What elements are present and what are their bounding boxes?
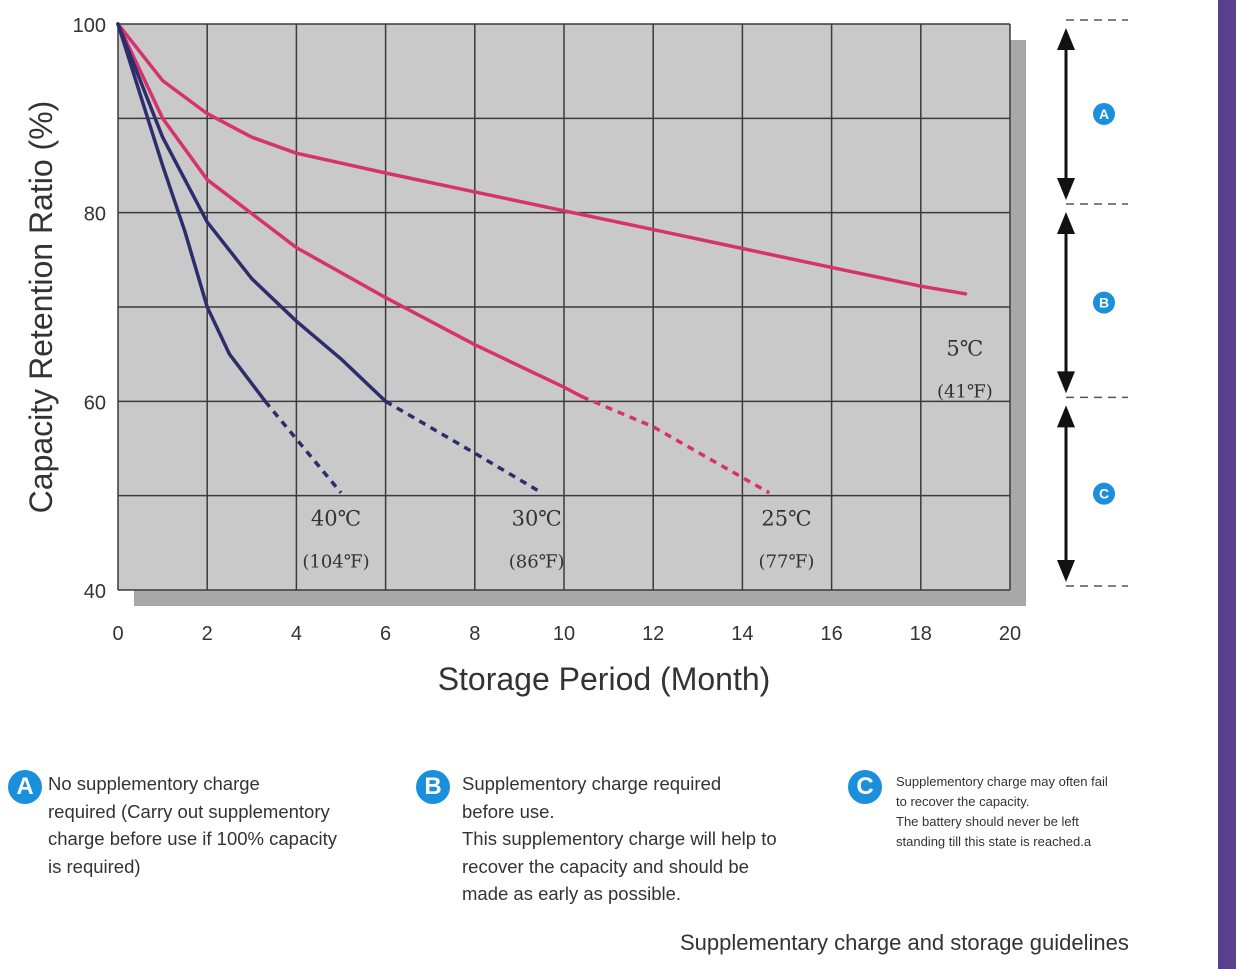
y-tick-label: 100 xyxy=(73,15,106,37)
series-label-temp-f: (86℉) xyxy=(509,551,565,572)
zone-badge-label: C xyxy=(1099,486,1109,502)
x-tick-label: 18 xyxy=(910,623,932,645)
series-label-temp-f: (41℉) xyxy=(937,381,993,402)
badge-c-icon: C xyxy=(848,770,882,804)
note-c-text: Supplementory charge may often fail to r… xyxy=(896,774,1108,849)
zone-arrow-down-icon xyxy=(1057,560,1075,582)
x-axis-label: Storage Period (Month) xyxy=(438,661,771,697)
series-label-temp-c: 5℃ xyxy=(946,336,983,360)
badge-a-icon: A xyxy=(8,770,42,804)
series-label-temp-c: 30℃ xyxy=(512,506,562,530)
footer-caption: Supplementary charge and storage guideli… xyxy=(680,930,1129,955)
series-label-temp-c: 40℃ xyxy=(311,506,361,530)
x-tick-label: 10 xyxy=(553,623,575,645)
x-tick-label: 0 xyxy=(112,623,123,645)
note-b-text: Supplementory charge required before use… xyxy=(462,773,777,904)
series-line-0 xyxy=(116,22,968,296)
y-tick-label: 80 xyxy=(84,204,106,226)
y-axis-label: Capacity Retention Ratio (%) xyxy=(23,101,59,514)
zone-badge-icon xyxy=(1093,102,1115,125)
x-tick-label: 6 xyxy=(380,623,391,645)
note-a-text: No supplementory charge required (Carry … xyxy=(48,773,337,877)
zone-arrow-up-icon xyxy=(1057,211,1075,234)
x-tick-label: 20 xyxy=(999,623,1021,645)
zone-arrow-up-icon xyxy=(1057,405,1075,428)
zone-badge-icon xyxy=(1093,291,1115,314)
series-line-3 xyxy=(116,22,267,404)
badge-b-icon: B xyxy=(416,770,450,804)
right-border-bar xyxy=(1218,0,1236,969)
x-tick-label: 16 xyxy=(820,623,842,645)
y-tick-label: 40 xyxy=(84,581,106,603)
zone-badge-icon xyxy=(1093,482,1115,505)
note-a: A No supplementory charge required (Carr… xyxy=(8,770,408,900)
x-tick-label: 14 xyxy=(731,623,753,645)
series-line-1 xyxy=(116,22,584,399)
series-label-temp-f: (77℉) xyxy=(759,551,815,572)
chart: 0 2 4 6 8 10 12 14 16 18 20 40 60 80 100 Storage Period… xyxy=(23,15,1128,697)
zone-arrow-up-icon xyxy=(1057,28,1075,50)
zone-badge-label: A xyxy=(1099,106,1109,122)
zone-badge-label: B xyxy=(1099,295,1109,311)
x-tick-label: 8 xyxy=(469,623,480,645)
zone-arrow-down-icon xyxy=(1057,177,1075,200)
zone-arrow-down-icon xyxy=(1057,371,1075,394)
series-label-temp-c: 25℃ xyxy=(761,506,811,530)
note-b: B Supplementory charge required before u… xyxy=(416,770,856,920)
x-tick-label: 2 xyxy=(202,623,213,645)
note-c: C Supplementory charge may often fail to… xyxy=(848,770,1208,870)
x-tick-label: 4 xyxy=(291,623,302,645)
series-label-temp-f: (104℉) xyxy=(302,551,369,572)
y-tick-label: 60 xyxy=(84,392,106,414)
series-dashed-3 xyxy=(263,400,343,494)
series-line-2 xyxy=(116,22,388,404)
x-tick-label: 12 xyxy=(642,623,664,645)
